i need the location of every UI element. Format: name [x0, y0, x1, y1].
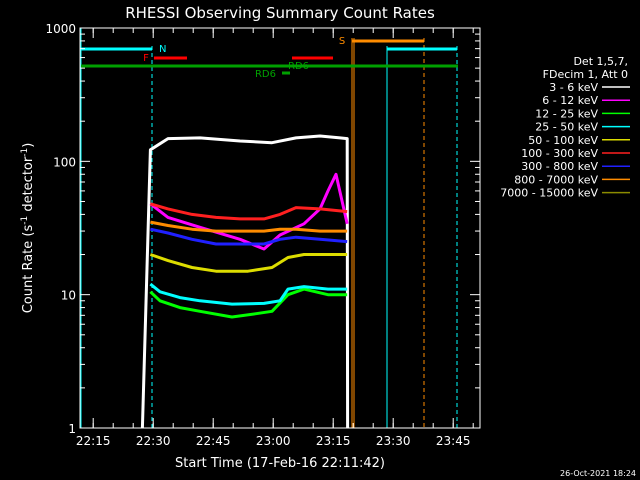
x-axis-label: Start Time (17-Feb-16 22:11:42): [175, 456, 385, 471]
legend-header-1: Det 1,5,7,: [573, 55, 628, 68]
flag-label: F: [143, 53, 149, 64]
legend-label: 6 - 12 keV: [542, 94, 598, 107]
legend-header-2: FDecim 1, Att 0: [543, 68, 628, 81]
series-line-0: [140, 134, 350, 429]
axes: 1 10 100 1000 22:15 22:30 22:45 23:00 23:15 23:30…: [45, 22, 480, 448]
legend-label: 25 - 50 keV: [535, 121, 598, 134]
y-axis-label-exp2: -1: [20, 148, 30, 157]
legend-label: 300 - 800 keV: [521, 160, 598, 173]
flag-label: RD6: [288, 61, 309, 72]
series-line-1: [149, 172, 349, 251]
y-tick-label: 1000: [45, 22, 76, 36]
x-tick-label: 22:15: [76, 434, 111, 448]
y-axis-label-mid: detector: [21, 156, 36, 216]
legend-label: 3 - 6 keV: [549, 81, 598, 94]
x-tick-label: 22:30: [136, 434, 171, 448]
flag-label: RD6: [255, 69, 276, 80]
legend-label: 100 - 300 keV: [521, 147, 598, 160]
x-tick-label: 22:45: [196, 434, 231, 448]
x-tick-label: 23:30: [376, 434, 411, 448]
legend-label: 7000 - 15000 keV: [500, 187, 598, 200]
y-axis-label-end: ): [21, 143, 36, 148]
series-line-4: [149, 253, 348, 273]
plot-area: NF S RD6 RD6: [80, 28, 458, 429]
y-axis-label-main: Count Rate (s: [21, 225, 36, 314]
series-line-3: [149, 282, 348, 306]
x-tick-label: 23:15: [316, 434, 351, 448]
series-line-7: [150, 220, 348, 233]
flag-label: S: [339, 36, 345, 47]
series-line-2: [149, 287, 348, 319]
legend-label: 800 - 7000 keV: [514, 173, 598, 186]
y-tick-label: 10: [61, 289, 76, 303]
x-tick-label: 23:45: [436, 434, 471, 448]
x-tick-label: 23:00: [256, 434, 291, 448]
y-axis-label-exp1: -1: [20, 216, 30, 225]
chart-title: RHESSI Observing Summary Count Rates: [125, 4, 435, 22]
legend-label: 50 - 100 keV: [528, 134, 598, 147]
plot-frame: [79, 27, 481, 429]
y-axis-label: Count Rate (s-1 detector-1): [20, 143, 36, 314]
series-line-6: [150, 227, 348, 246]
y-tick-label: 1: [68, 422, 76, 436]
timestamp: 26-Oct-2021 18:24: [560, 469, 636, 478]
series-line-5: [149, 202, 348, 221]
y-tick-label: 100: [53, 155, 76, 169]
flag-label: N: [159, 44, 166, 55]
legend-label: 12 - 25 keV: [535, 107, 598, 120]
